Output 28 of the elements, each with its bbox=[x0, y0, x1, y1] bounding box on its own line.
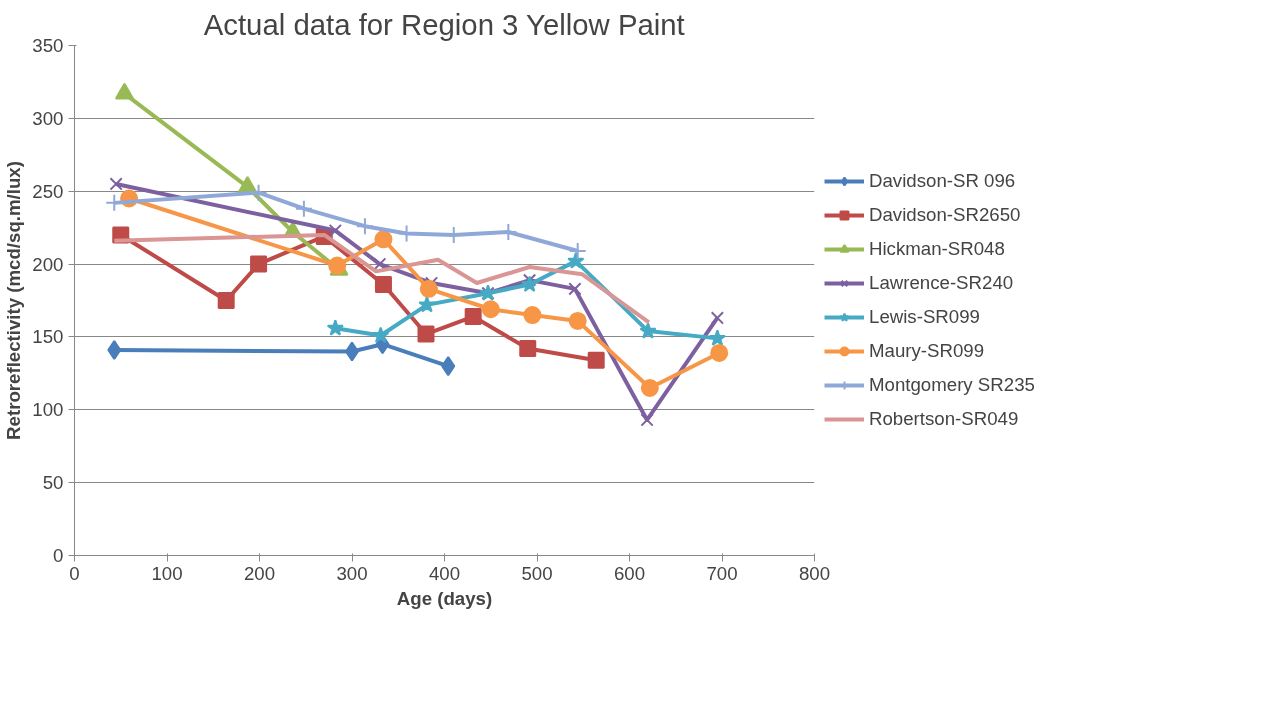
y-tick-label: 100 bbox=[32, 399, 64, 421]
y-tick-label: 50 bbox=[42, 472, 64, 494]
x-tick-label: 800 bbox=[798, 562, 831, 584]
x-tick-label: 600 bbox=[613, 562, 646, 584]
x-tick-label: 200 bbox=[243, 562, 276, 584]
y-axis-title: Retroreflectivity (mcd/sq.m/lux) bbox=[3, 161, 25, 440]
chart-title: Actual data for Region 3 Yellow Paint bbox=[203, 7, 685, 41]
legend-label: Lewis-SR099 bbox=[869, 306, 980, 328]
x-tick-label: 100 bbox=[151, 562, 183, 584]
legend-label: Robertson-SR049 bbox=[869, 408, 1019, 430]
x-tick-label: 0 bbox=[69, 562, 80, 584]
y-tick-label: 350 bbox=[32, 35, 64, 56]
x-tick-label: 500 bbox=[521, 562, 553, 584]
y-tick-label: 300 bbox=[32, 107, 64, 129]
legend-label: Maury-SR099 bbox=[869, 340, 985, 362]
y-tick-label: 150 bbox=[32, 326, 64, 348]
legend-label: Davidson-SR2650 bbox=[869, 204, 1021, 226]
x-axis-title: Age (days) bbox=[396, 587, 493, 609]
x-tick-label: 300 bbox=[336, 562, 368, 584]
legend-label: Davidson-SR 096 bbox=[869, 170, 1016, 192]
y-tick-label: 200 bbox=[32, 253, 64, 275]
x-tick-label: 700 bbox=[706, 562, 738, 584]
x-tick-label: 400 bbox=[428, 562, 461, 584]
y-tick-label: 0 bbox=[53, 545, 64, 566]
y-tick-label: 250 bbox=[32, 180, 64, 202]
legend-label: Montgomery SR235 bbox=[869, 374, 1035, 396]
legend-label: Lawrence-SR240 bbox=[869, 272, 1014, 294]
legend-label: Hickman-SR048 bbox=[869, 238, 1005, 260]
